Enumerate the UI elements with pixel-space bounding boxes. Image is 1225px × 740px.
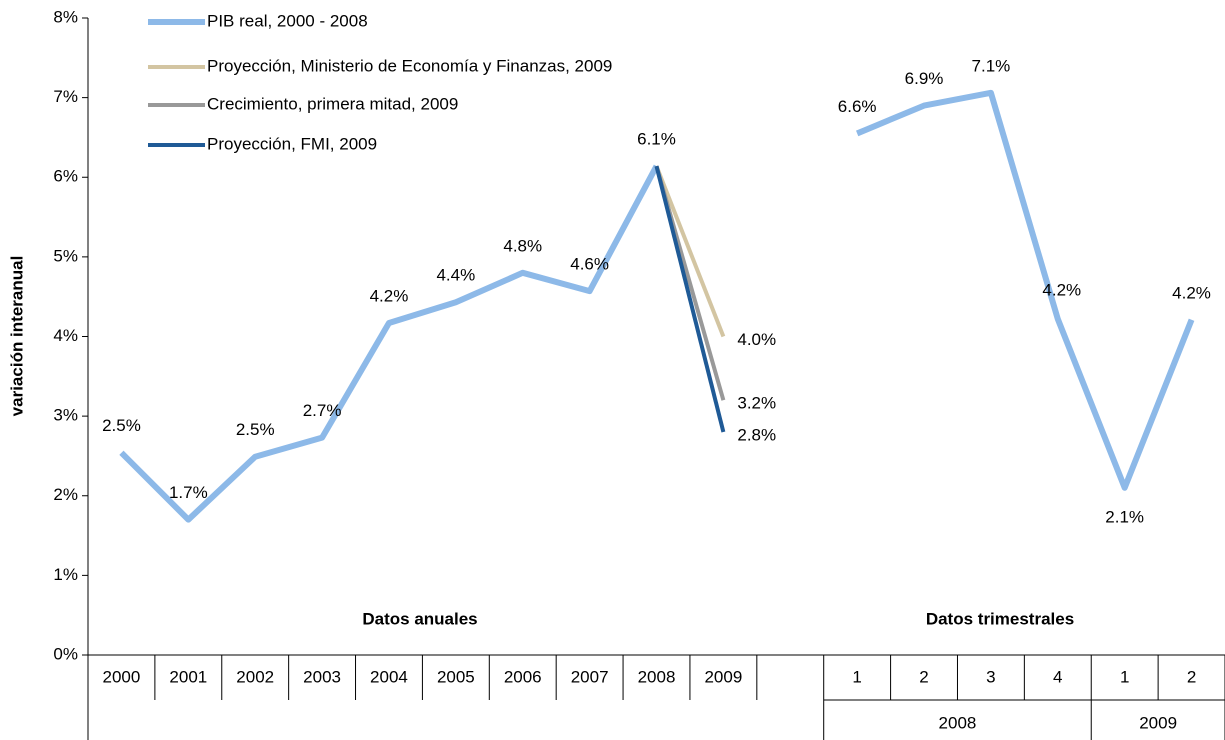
data-label: 3.2% xyxy=(737,394,776,413)
y-axis-label: variación interanual xyxy=(7,256,26,417)
x-tick-label: 1 xyxy=(852,667,861,686)
y-tick-label: 4% xyxy=(53,326,78,345)
data-label: 2.5% xyxy=(102,416,141,435)
x-tick-label: 2 xyxy=(919,667,928,686)
x-tick-label: 2003 xyxy=(303,667,341,686)
y-tick-label: 7% xyxy=(53,87,78,106)
x-tick-label: 2007 xyxy=(571,667,609,686)
y-tick-label: 0% xyxy=(53,644,78,663)
data-label: 4.4% xyxy=(436,266,475,285)
annotation: Datos anuales xyxy=(362,609,477,628)
data-label: 2.8% xyxy=(737,426,776,445)
series-line xyxy=(119,164,660,523)
data-label: 2.7% xyxy=(303,401,342,420)
y-tick-label: 1% xyxy=(53,565,78,584)
data-label: 4.2% xyxy=(1172,283,1211,302)
x-tick-label: 3 xyxy=(986,667,995,686)
legend-label: Crecimiento, primera mitad, 2009 xyxy=(207,94,458,113)
y-tick-label: 3% xyxy=(53,406,78,425)
x-tick-label: 2009 xyxy=(704,667,742,686)
legend-label: PIB real, 2000 - 2008 xyxy=(207,11,368,30)
x-tick-label: 2000 xyxy=(103,667,141,686)
x-tick-label: 2008 xyxy=(638,667,676,686)
x-tick-label: 4 xyxy=(1053,667,1062,686)
data-label: 7.1% xyxy=(972,56,1011,75)
data-label: 4.6% xyxy=(570,255,609,274)
data-label: 6.1% xyxy=(637,130,676,149)
data-label: 4.2% xyxy=(1042,280,1081,299)
x-group-label: 2009 xyxy=(1139,713,1177,732)
y-tick-label: 2% xyxy=(53,485,78,504)
x-tick-label: 1 xyxy=(1120,667,1129,686)
data-label: 1.7% xyxy=(169,483,208,502)
x-group-label: 2008 xyxy=(939,713,977,732)
x-tick-label: 2002 xyxy=(236,667,274,686)
series-line xyxy=(654,165,726,433)
x-tick-label: 2006 xyxy=(504,667,542,686)
series-line xyxy=(855,89,1195,491)
y-tick-label: 5% xyxy=(53,246,78,265)
data-label: 4.8% xyxy=(503,236,542,255)
data-label: 4.0% xyxy=(737,330,776,349)
annotation: Datos trimestrales xyxy=(926,609,1074,628)
data-label: 6.6% xyxy=(838,97,877,116)
x-tick-label: 2005 xyxy=(437,667,475,686)
y-tick-label: 6% xyxy=(53,167,78,186)
data-label: 2.1% xyxy=(1105,507,1144,526)
y-tick-label: 8% xyxy=(53,7,78,26)
x-tick-label: 2 xyxy=(1187,667,1196,686)
data-label: 6.9% xyxy=(905,69,944,88)
series-line xyxy=(654,165,726,338)
legend-label: Proyección, FMI, 2009 xyxy=(207,134,377,153)
x-tick-label: 2001 xyxy=(169,667,207,686)
x-tick-label: 2004 xyxy=(370,667,408,686)
data-label: 4.2% xyxy=(370,286,409,305)
data-label: 2.5% xyxy=(236,420,275,439)
legend-label: Proyección, Ministerio de Economía y Fin… xyxy=(207,56,612,75)
